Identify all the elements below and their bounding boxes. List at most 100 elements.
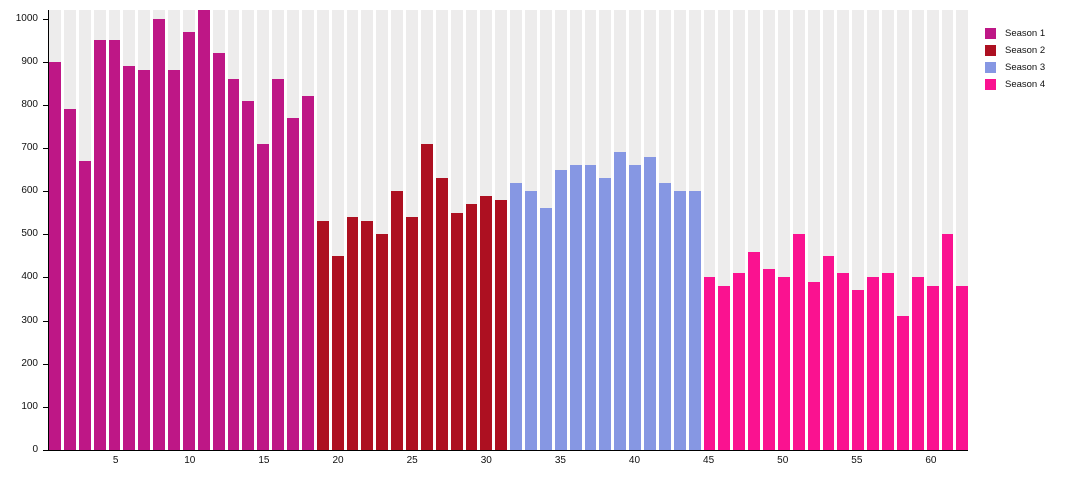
bar-x24-season-2[interactable] <box>391 191 403 450</box>
bar-x45-season-4[interactable] <box>703 277 716 450</box>
y-tick-label: 300 <box>21 314 38 326</box>
x-tick-label: 15 <box>258 455 270 466</box>
bar-x21-season-2[interactable] <box>346 217 359 450</box>
bar-x43-season-3[interactable] <box>673 191 686 450</box>
bar-x44-season-3[interactable] <box>688 191 701 450</box>
bar-x5-season-1[interactable] <box>108 40 121 450</box>
bar-x53-season-4[interactable] <box>822 255 835 450</box>
x-tick-label: 20 <box>332 455 344 466</box>
x-tick-label: 50 <box>777 455 789 466</box>
bar-x62-season-4[interactable] <box>956 286 969 450</box>
bar-x9-season-1[interactable] <box>168 70 180 450</box>
bar-x25-season-2[interactable] <box>406 217 418 450</box>
bar-x39-season-3[interactable] <box>614 152 627 450</box>
y-tick-label: 0 <box>32 444 38 455</box>
bar-x59-season-4[interactable] <box>911 277 924 450</box>
bar-x48-season-4[interactable] <box>748 251 760 450</box>
bar-x55-season-4[interactable] <box>852 290 865 450</box>
plot-slot <box>837 10 850 450</box>
plot-slot <box>718 10 731 450</box>
bar-x33-season-3[interactable] <box>525 191 537 450</box>
plot-slot <box>822 10 835 450</box>
x-tick-label: 30 <box>480 455 492 466</box>
bar-x52-season-4[interactable] <box>807 281 820 450</box>
bar-x38-season-3[interactable] <box>599 178 612 450</box>
bar-x17-season-1[interactable] <box>287 117 299 450</box>
plot-slot <box>867 10 879 450</box>
legend-label: Season 1 <box>1005 27 1046 39</box>
bar-x13-season-1[interactable] <box>227 79 240 450</box>
plot-slot <box>911 10 924 450</box>
bar-x26-season-2[interactable] <box>420 143 433 450</box>
bar-x4-season-1[interactable] <box>93 40 106 450</box>
bar-x40-season-3[interactable] <box>629 165 641 450</box>
bar-x50-season-4[interactable] <box>777 277 790 450</box>
legend-item-season-4[interactable]: Season 4 <box>985 79 1045 90</box>
bar-x16-season-1[interactable] <box>272 79 284 450</box>
y-tick-label: 600 <box>21 185 38 197</box>
bar-x32-season-3[interactable] <box>510 182 522 450</box>
plot-slot <box>257 10 270 450</box>
bar-x18-season-1[interactable] <box>301 96 314 450</box>
plot-slot <box>212 10 225 450</box>
plot-slot <box>361 10 374 450</box>
bar-x61-season-4[interactable] <box>941 234 954 450</box>
bar-x1-season-1[interactable] <box>49 61 61 450</box>
legend-label: Season 4 <box>1005 78 1046 90</box>
bar-x8-season-1[interactable] <box>153 18 165 450</box>
bar-x23-season-2[interactable] <box>376 234 389 450</box>
x-tick-label: 35 <box>554 455 566 466</box>
bar-x29-season-2[interactable] <box>465 204 478 450</box>
bar-x58-season-4[interactable] <box>896 316 909 450</box>
plot-slot <box>272 10 284 450</box>
plot-slot <box>331 10 344 450</box>
bar-x34-season-3[interactable] <box>539 208 552 450</box>
bar-x47-season-4[interactable] <box>733 273 746 450</box>
bar-x57-season-4[interactable] <box>882 273 894 450</box>
bar-x19-season-2[interactable] <box>316 221 329 450</box>
bar-x36-season-3[interactable] <box>569 165 582 450</box>
plot-slot <box>287 10 299 450</box>
legend-swatch-icon <box>985 62 996 73</box>
bar-x49-season-4[interactable] <box>763 268 775 450</box>
bar-x28-season-2[interactable] <box>450 212 463 450</box>
bar-x14-season-1[interactable] <box>242 100 255 450</box>
legend-item-season-2[interactable]: Season 2 <box>985 45 1045 56</box>
bar-x22-season-2[interactable] <box>361 221 374 450</box>
bar-x6-season-1[interactable] <box>123 66 136 450</box>
plot-slot <box>763 10 775 450</box>
legend-item-season-1[interactable]: Season 1 <box>985 28 1045 39</box>
bar-x10-season-1[interactable] <box>182 31 195 450</box>
bar-x54-season-4[interactable] <box>837 273 850 450</box>
bar-x15-season-1[interactable] <box>257 143 270 450</box>
plot-slot <box>49 10 61 450</box>
bar-x51-season-4[interactable] <box>792 234 805 450</box>
bar-x2-season-1[interactable] <box>63 109 76 450</box>
bar-x30-season-2[interactable] <box>480 195 493 450</box>
legend-swatch-icon <box>985 45 996 56</box>
bar-x3-season-1[interactable] <box>78 160 91 450</box>
bar-x27-season-2[interactable] <box>435 178 448 450</box>
bar-x11-season-1[interactable] <box>197 10 210 450</box>
bar-x35-season-3[interactable] <box>554 169 567 450</box>
plot-slot <box>301 10 314 450</box>
y-tick-label: 800 <box>21 98 38 110</box>
bar-x56-season-4[interactable] <box>867 277 879 450</box>
plot-slot <box>495 10 508 450</box>
bar-x31-season-2[interactable] <box>495 199 508 450</box>
bar-x46-season-4[interactable] <box>718 286 731 450</box>
bar-x12-season-1[interactable] <box>212 53 225 450</box>
bar-x20-season-2[interactable] <box>331 255 344 450</box>
plot-slot <box>465 10 478 450</box>
plot-slot <box>956 10 969 450</box>
bar-x37-season-3[interactable] <box>584 165 597 450</box>
legend-label: Season 3 <box>1005 61 1046 73</box>
bar-x41-season-3[interactable] <box>644 156 656 450</box>
legend-item-season-3[interactable]: Season 3 <box>985 62 1045 73</box>
bar-x60-season-4[interactable] <box>926 286 939 450</box>
bar-x7-season-1[interactable] <box>138 70 151 450</box>
plot-slot <box>569 10 582 450</box>
bar-x42-season-3[interactable] <box>658 182 671 450</box>
plot-slot <box>792 10 805 450</box>
y-tick-mark <box>43 234 48 236</box>
